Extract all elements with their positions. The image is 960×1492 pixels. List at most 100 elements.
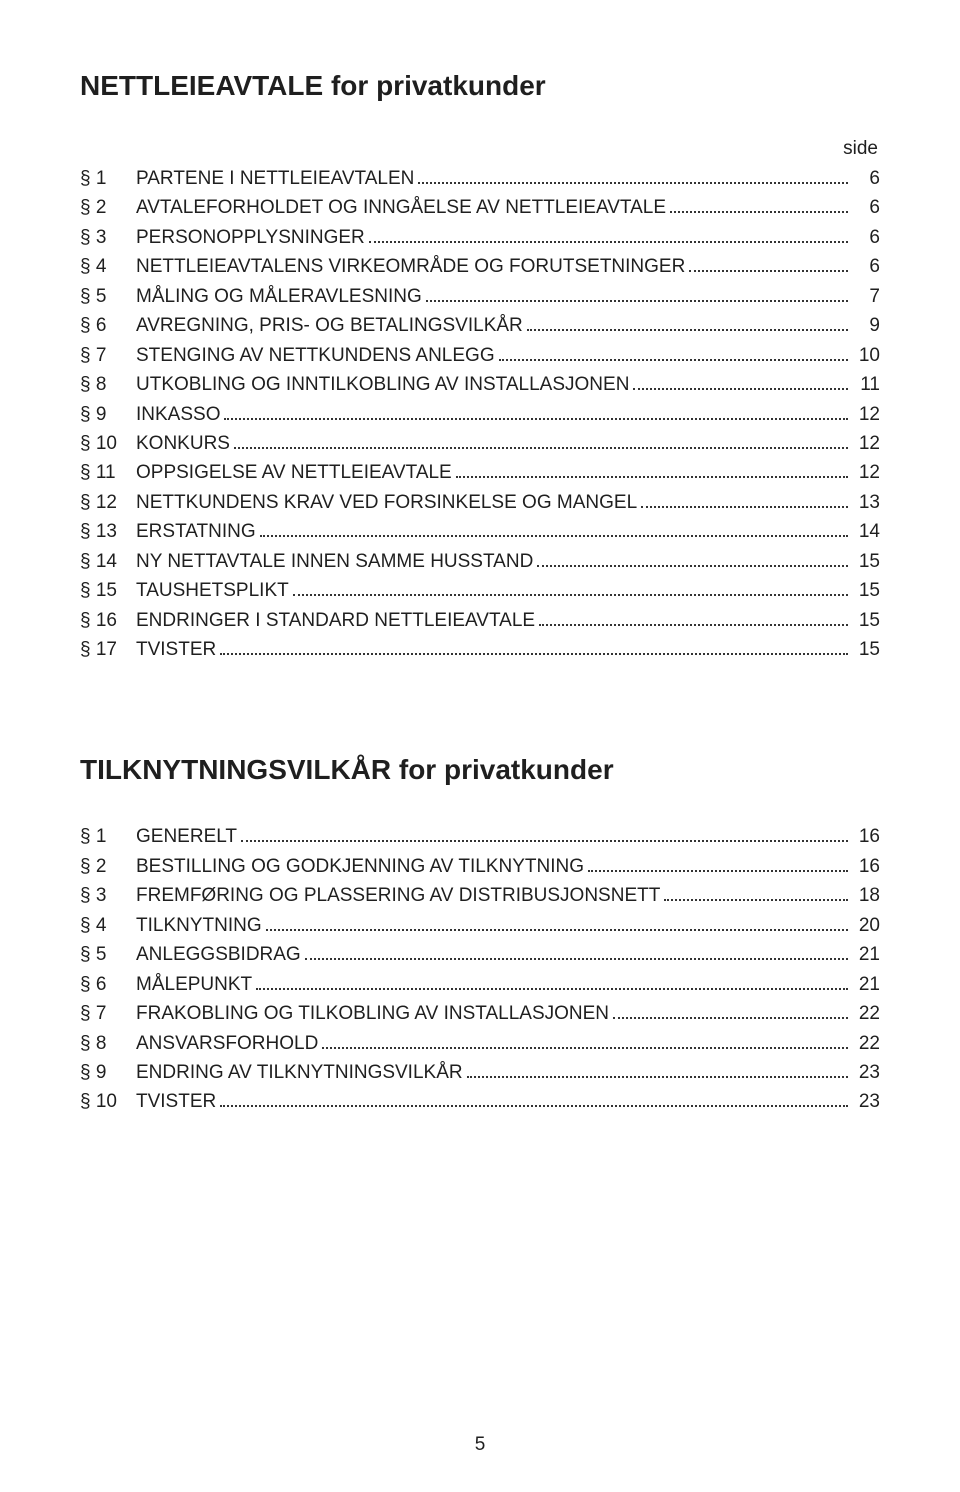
toc-ref: § 2 — [80, 193, 136, 222]
toc-page-number: 15 — [852, 606, 880, 635]
toc-page-number: 21 — [852, 970, 880, 999]
toc-title-wrap: UTKOBLING OG INNTILKOBLING AV INSTALLASJ… — [136, 370, 852, 399]
toc-leader — [256, 973, 848, 990]
toc-leader — [664, 884, 848, 901]
toc-row: § 3PERSONOPPLYSNINGER6 — [80, 223, 880, 252]
toc-ref: § 17 — [80, 635, 136, 664]
toc-page-number: 9 — [852, 311, 880, 340]
toc-title-wrap: TILKNYTNING — [136, 911, 852, 940]
toc-ref: § 3 — [80, 223, 136, 252]
toc-title: GENERELT — [136, 822, 237, 851]
toc-ref: § 10 — [80, 429, 136, 458]
toc-ref: § 11 — [80, 458, 136, 487]
side-label: side — [80, 138, 880, 160]
toc-ref: § 6 — [80, 970, 136, 999]
toc-leader — [418, 167, 848, 184]
toc-title-wrap: KONKURS — [136, 429, 852, 458]
toc-title: AVREGNING, PRIS- OG BETALINGSVILKÅR — [136, 311, 523, 340]
toc-leader — [241, 825, 848, 842]
toc-title-wrap: NY NETTAVTALE INNEN SAMME HUSSTAND — [136, 547, 852, 576]
toc-ref: § 3 — [80, 881, 136, 910]
toc-ref: § 16 — [80, 606, 136, 635]
toc-title-wrap: FRAKOBLING OG TILKOBLING AV INSTALLASJON… — [136, 999, 852, 1028]
toc-title-wrap: NETTLEIEAVTALENS VIRKEOMRÅDE OG FORUTSET… — [136, 252, 852, 281]
toc-ref: § 7 — [80, 999, 136, 1028]
toc-title: ERSTATNING — [136, 517, 256, 546]
toc-row: § 9INKASSO12 — [80, 400, 880, 429]
toc-title-wrap: PERSONOPPLYSNINGER — [136, 223, 852, 252]
toc-leader — [527, 314, 848, 331]
toc-title: STENGING AV NETTKUNDENS ANLEGG — [136, 341, 495, 370]
toc-list: side § 1PARTENE I NETTLEIEAVTALEN6§ 2AVTA… — [80, 138, 880, 664]
toc-page-number: 16 — [852, 852, 880, 881]
toc-row: § 13ERSTATNING14 — [80, 517, 880, 546]
toc-title-wrap: FREMFØRING OG PLASSERING AV DISTRIBUSJON… — [136, 881, 852, 910]
toc-leader — [633, 373, 848, 390]
toc-row: § 4TILKNYTNING20 — [80, 911, 880, 940]
toc-row: § 14NY NETTAVTALE INNEN SAMME HUSSTAND15 — [80, 547, 880, 576]
toc-row: § 4NETTLEIEAVTALENS VIRKEOMRÅDE OG FORUT… — [80, 252, 880, 281]
toc-page-number: 12 — [852, 429, 880, 458]
toc-leader — [224, 402, 848, 419]
toc-title-wrap: ENDRINGER I STANDARD NETTLEIEAVTALE — [136, 606, 852, 635]
toc-page-number: 11 — [852, 370, 880, 399]
section-title: TILKNYTNINGSVILKÅR for privatkunder — [80, 754, 880, 786]
toc-title-wrap: TVISTER — [136, 1087, 852, 1116]
toc-title-wrap: TAUSHETSPLIKT — [136, 576, 852, 605]
toc-row: § 12NETTKUNDENS KRAV VED FORSINKELSE OG … — [80, 488, 880, 517]
toc-title-wrap: MÅLEPUNKT — [136, 970, 852, 999]
toc-page-number: 22 — [852, 999, 880, 1028]
toc-leader — [467, 1061, 848, 1078]
toc-title: UTKOBLING OG INNTILKOBLING AV INSTALLASJ… — [136, 370, 629, 399]
toc-page-number: 15 — [852, 635, 880, 664]
toc-page-number: 6 — [852, 252, 880, 281]
toc-title-wrap: PARTENE I NETTLEIEAVTALEN — [136, 164, 852, 193]
toc-title: MÅLEPUNKT — [136, 970, 252, 999]
toc-ref: § 15 — [80, 576, 136, 605]
toc-page-number: 15 — [852, 547, 880, 576]
toc-title-wrap: TVISTER — [136, 635, 852, 664]
toc-ref: § 12 — [80, 488, 136, 517]
toc-leader — [260, 520, 848, 537]
toc-ref: § 9 — [80, 1058, 136, 1087]
toc-row: § 11OPPSIGELSE AV NETTLEIEAVTALE12 — [80, 458, 880, 487]
toc-title-wrap: STENGING AV NETTKUNDENS ANLEGG — [136, 341, 852, 370]
toc-title-wrap: MÅLING OG MÅLERAVLESNING — [136, 282, 852, 311]
toc-ref: § 2 — [80, 852, 136, 881]
toc-leader — [537, 550, 848, 567]
toc-title-wrap: ANSVARSFORHOLD — [136, 1029, 852, 1058]
toc-leader — [539, 608, 848, 625]
toc-title-wrap: INKASSO — [136, 400, 852, 429]
toc-leader — [426, 285, 848, 302]
toc-title: TVISTER — [136, 1087, 216, 1116]
toc-row: § 2AVTALEFORHOLDET OG INNGÅELSE AV NETTL… — [80, 193, 880, 222]
section-title: NETTLEIEAVTALE for privatkunder — [80, 70, 880, 102]
toc-title-wrap: ANLEGGSBIDRAG — [136, 940, 852, 969]
toc-row: § 3FREMFØRING OG PLASSERING AV DISTRIBUS… — [80, 881, 880, 910]
toc-leader — [369, 226, 848, 243]
toc-title: NETTKUNDENS KRAV VED FORSINKELSE OG MANG… — [136, 488, 637, 517]
toc-ref: § 13 — [80, 517, 136, 546]
toc-ref: § 8 — [80, 1029, 136, 1058]
toc-leader — [220, 638, 848, 655]
toc-page-number: 12 — [852, 458, 880, 487]
toc-ref: § 5 — [80, 940, 136, 969]
toc-leader — [499, 344, 848, 361]
toc-row: § 6AVREGNING, PRIS- OG BETALINGSVILKÅR9 — [80, 311, 880, 340]
toc-row: § 5ANLEGGSBIDRAG21 — [80, 940, 880, 969]
page-number: 5 — [0, 1434, 960, 1456]
toc-ref: § 14 — [80, 547, 136, 576]
toc-title-wrap: AVREGNING, PRIS- OG BETALINGSVILKÅR — [136, 311, 852, 340]
toc-leader — [613, 1002, 848, 1019]
toc-page-number: 6 — [852, 193, 880, 222]
toc-ref: § 4 — [80, 911, 136, 940]
toc-ref: § 8 — [80, 370, 136, 399]
toc-title: FRAKOBLING OG TILKOBLING AV INSTALLASJON… — [136, 999, 609, 1028]
toc-leader — [220, 1090, 848, 1107]
toc-title: PARTENE I NETTLEIEAVTALEN — [136, 164, 414, 193]
toc-title: TAUSHETSPLIKT — [136, 576, 289, 605]
toc-row: § 1PARTENE I NETTLEIEAVTALEN6 — [80, 164, 880, 193]
toc-title: NETTLEIEAVTALENS VIRKEOMRÅDE OG FORUTSET… — [136, 252, 685, 281]
toc-title: ANSVARSFORHOLD — [136, 1029, 318, 1058]
toc-row: § 16ENDRINGER I STANDARD NETTLEIEAVTALE1… — [80, 606, 880, 635]
